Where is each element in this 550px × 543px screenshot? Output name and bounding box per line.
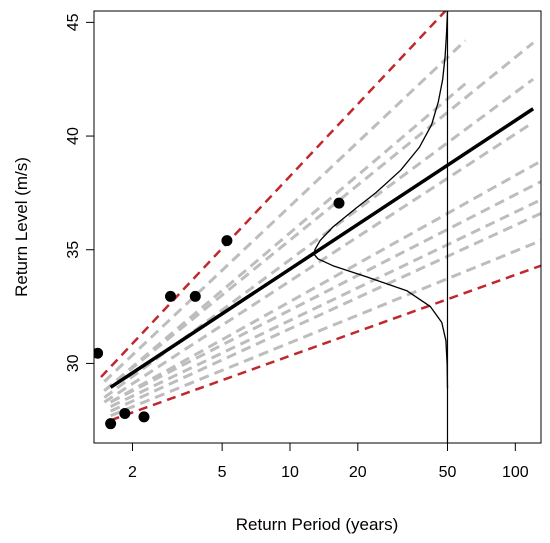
y-tick-label: 35 [65, 241, 82, 259]
sample-return-level-line [103, 41, 535, 392]
density-curve [313, 11, 449, 389]
observed-point [165, 290, 177, 302]
sample-return-level-line [110, 239, 541, 418]
y-axis-label: Return Level (m/s) [12, 157, 31, 297]
x-tick-label: 20 [349, 464, 367, 481]
x-tick-label: 100 [502, 464, 529, 481]
x-tick-label: 50 [439, 464, 457, 481]
x-tick-label: 2 [128, 464, 137, 481]
y-tick-label: 30 [65, 354, 82, 372]
sample-return-level-line [109, 198, 541, 408]
observed-point [221, 235, 233, 247]
y-axis: 30 35 40 45 [65, 13, 94, 372]
x-tick-label: 5 [218, 464, 227, 481]
x-axis: 2 5 10 20 50 100 [128, 443, 529, 481]
y-tick-label: 45 [65, 13, 82, 31]
x-axis-label: Return Period (years) [236, 515, 399, 534]
x-tick-label: 10 [281, 464, 299, 481]
observed-point [189, 290, 201, 302]
upper-bound-line [100, 11, 448, 378]
sample-return-level-line [109, 159, 541, 404]
sample-return-level-line [109, 180, 541, 404]
sample-return-level-line [103, 121, 534, 404]
sample-return-level-line [103, 39, 467, 383]
fitted-return-level-line [109, 107, 535, 389]
observed-point [105, 418, 117, 430]
plot-layer [94, 11, 541, 443]
plot-frame [93, 10, 542, 444]
observed-point [119, 407, 131, 419]
lower-bound-line [110, 264, 541, 422]
y-tick-label: 40 [65, 127, 82, 145]
sample-return-level-line [103, 82, 467, 392]
sample-return-level-line [110, 211, 541, 413]
observed-point [138, 411, 150, 423]
observed-point [94, 347, 104, 359]
observed-point [333, 197, 345, 209]
